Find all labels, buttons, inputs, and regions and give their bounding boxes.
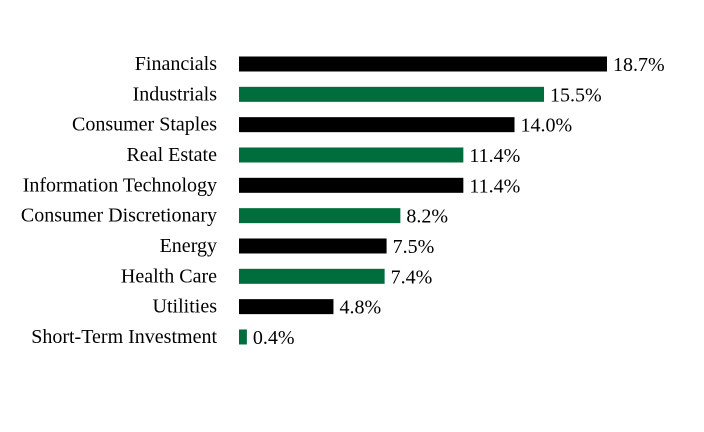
category-label-industrials: Industrials (133, 83, 218, 105)
bar-consumer-discretionary (239, 208, 401, 224)
bar-industrials (239, 86, 545, 102)
bar-information-technology (239, 177, 464, 193)
category-label-short-term-investment: Short-Term Investment (31, 326, 217, 348)
value-label-industrials: 15.5% (550, 84, 602, 106)
category-label-energy: Energy (160, 235, 217, 257)
category-label-utilities: Utilities (153, 296, 218, 318)
value-label-financials: 18.7% (613, 54, 665, 76)
category-label-real-estate: Real Estate (126, 144, 217, 166)
category-label-information-technology: Information Technology (23, 174, 217, 196)
value-label-consumer-staples: 14.0% (521, 115, 573, 137)
bar-consumer-staples (239, 117, 515, 133)
value-labels: 18.7%15.5%14.0%11.4%11.4%8.2%7.5%7.4%4.8… (253, 54, 665, 349)
value-label-consumer-discretionary: 8.2% (406, 206, 448, 228)
category-label-health-care: Health Care (121, 265, 217, 287)
category-label-financials: Financials (135, 53, 217, 75)
value-label-information-technology: 11.4% (469, 175, 520, 197)
bars (239, 56, 607, 345)
value-label-real-estate: 11.4% (469, 145, 520, 167)
bar-health-care (239, 268, 385, 284)
bar-financials (239, 56, 607, 72)
category-labels: Financials Industrials Consumer Staples Rea… (21, 53, 218, 348)
category-label-consumer-staples: Consumer Staples (72, 114, 217, 136)
value-label-short-term-investment: 0.4% (253, 327, 295, 349)
category-label-consumer-discretionary: Consumer Discretionary (21, 205, 217, 227)
bar-short-term-investment (239, 329, 247, 345)
value-label-health-care: 7.4% (391, 266, 433, 288)
bar-utilities (239, 299, 334, 315)
bar-energy (239, 238, 387, 254)
value-label-energy: 7.5% (393, 236, 435, 258)
value-label-utilities: 4.8% (339, 297, 381, 319)
bar-real-estate (239, 147, 464, 163)
